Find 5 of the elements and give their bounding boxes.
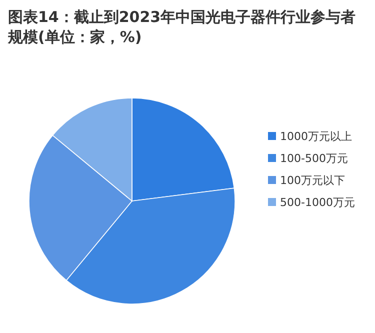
legend-label: 100-500万元	[280, 152, 348, 165]
legend-label: 1000万元以上	[280, 130, 352, 143]
chart-title: 图表14：截止到2023年中国光电子器件行业参与者规模(单位：家，%)	[7, 8, 356, 46]
legend-label: 100万元以下	[280, 174, 345, 187]
legend-label: 500-1000万元	[280, 196, 355, 209]
